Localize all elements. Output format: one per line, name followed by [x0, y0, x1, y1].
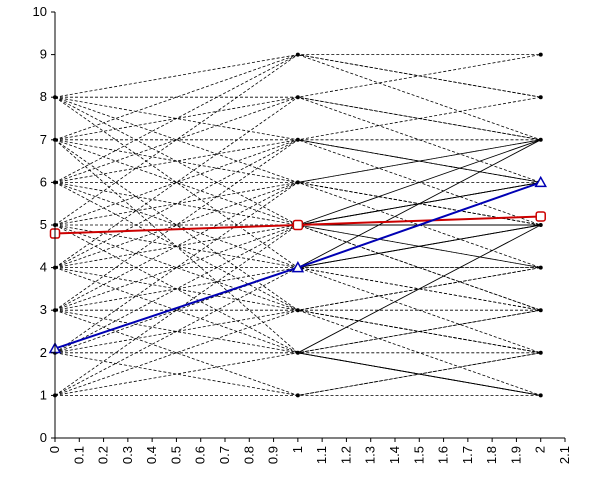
x-tick-label-2: 0.2 [96, 446, 111, 464]
x-tick-label-9: 0.9 [266, 446, 281, 464]
dashed-path-13 [54, 54, 541, 183]
data-point-21 [538, 223, 543, 227]
dashed-path-0 [54, 54, 541, 98]
dashed-path-47 [54, 182, 541, 396]
y-tick-label-3: 3 [40, 302, 47, 317]
y-tick-label-2: 2 [40, 345, 47, 360]
highlighted-series-layer [48, 175, 547, 354]
x-tick-label-1: 0.1 [71, 446, 86, 464]
dashed-path-33 [54, 267, 541, 396]
solid-path-5 [297, 352, 541, 396]
dashed-path-45 [55, 309, 541, 354]
data-point-25 [538, 393, 543, 398]
x-tick-label-14: 1.4 [387, 446, 402, 464]
solid-path-4 [297, 139, 541, 268]
x-tick-label-15: 1.5 [411, 446, 426, 464]
x-tick-label-7: 0.7 [217, 446, 232, 464]
series-1-marker-2 [534, 175, 547, 188]
x-tick-label-8: 0.8 [241, 446, 256, 464]
dashed-path-36 [54, 182, 541, 311]
data-point-15 [295, 350, 300, 355]
x-tick-label-18: 1.8 [484, 446, 499, 464]
solid-path-0 [297, 139, 541, 226]
series-0-marker-2 [535, 211, 546, 222]
x-tick-label-16: 1.6 [436, 446, 451, 464]
x-tick-label-20: 2 [533, 446, 548, 453]
data-point-22 [538, 265, 543, 270]
data-point-16 [295, 393, 300, 398]
solid-path-6 [297, 224, 541, 354]
dashed-path-43 [54, 224, 541, 354]
x-tick-label-17: 1.7 [460, 446, 475, 464]
dashed-path-14 [54, 54, 541, 183]
data-point-14 [295, 308, 300, 313]
y-tick-label-9: 9 [40, 47, 47, 62]
dashed-path-28 [54, 139, 541, 268]
x-tick-label-19: 1.9 [508, 446, 523, 464]
x-tick-label-13: 1.3 [363, 446, 378, 464]
dashed-path-25 [54, 224, 541, 354]
dashed-path-48 [54, 224, 541, 396]
data-point-10 [295, 137, 300, 142]
series-1-marker-1 [291, 261, 305, 273]
dashed-path-49 [54, 267, 541, 396]
data-point-23 [538, 308, 543, 313]
x-tick-label-10: 1 [290, 446, 305, 453]
x-tick-label-11: 1.1 [314, 446, 329, 464]
dashed-path-37 [54, 267, 541, 311]
dashed-path-15 [54, 139, 541, 183]
y-tick-label-0: 0 [40, 430, 47, 445]
dashed-path-39 [54, 309, 541, 354]
solid-path-3 [297, 224, 541, 269]
dashed-path-35 [54, 139, 541, 311]
x-tick-label-4: 0.4 [144, 446, 159, 464]
data-point-9 [295, 95, 300, 100]
y-tick-label-1: 1 [40, 387, 47, 402]
dashed-path-19 [54, 182, 541, 396]
dashed-path-42 [54, 182, 541, 354]
dashed-path-3 [54, 96, 541, 226]
x-tick-label-21: 2.1 [557, 446, 572, 464]
y-tick-label-10: 10 [33, 4, 47, 19]
solid-paths-layer [297, 139, 541, 396]
y-tick-label-7: 7 [40, 132, 47, 147]
data-point-24 [538, 350, 543, 355]
data-point-8 [295, 52, 300, 57]
dashed-path-11 [54, 139, 541, 354]
dashed-path-46 [54, 352, 541, 396]
dashed-path-51 [55, 352, 541, 396]
data-point-11 [295, 180, 300, 185]
y-tick-label-6: 6 [40, 174, 47, 189]
x-tick-label-3: 0.3 [120, 446, 135, 464]
data-point-18 [538, 95, 543, 100]
data-point-19 [538, 137, 543, 142]
axes-layer: 0 1 2 3 4 5 6 7 8 9 10 0 0.1 0.2 0.3 0.4 0.5 0.6 0.7 0.8 0.9… [33, 4, 572, 464]
y-tick-label-4: 4 [40, 260, 47, 275]
x-tick-label-0: 0 [47, 446, 62, 453]
x-tick-label-5: 0.5 [168, 446, 183, 464]
y-tick-label-8: 8 [40, 89, 47, 104]
x-tick-label-6: 0.6 [193, 446, 208, 464]
series-0-marker-1 [292, 219, 304, 231]
x-tick-label-12: 1.2 [338, 446, 353, 464]
data-point-17 [538, 52, 543, 57]
y-tick-label-5: 5 [40, 217, 47, 232]
dashed-path-1 [55, 96, 541, 141]
dashed-path-41 [54, 139, 541, 354]
